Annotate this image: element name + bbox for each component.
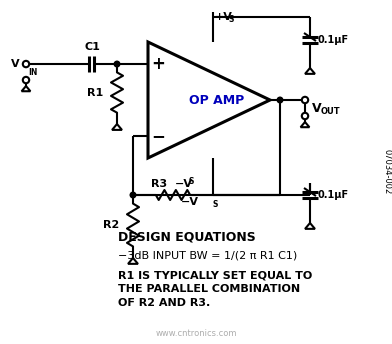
Text: DESIGN EQUATIONS: DESIGN EQUATIONS: [118, 230, 256, 243]
Text: −3dB INPUT BW = 1/(2 π R1 C1): −3dB INPUT BW = 1/(2 π R1 C1): [118, 250, 297, 260]
Text: R3: R3: [151, 179, 167, 189]
Text: C1: C1: [84, 42, 100, 52]
Text: +V: +V: [215, 12, 233, 22]
Text: 0.1μF: 0.1μF: [318, 190, 349, 200]
Text: V: V: [312, 101, 321, 115]
Text: +: +: [151, 55, 165, 73]
Circle shape: [130, 192, 136, 198]
Circle shape: [302, 113, 308, 119]
Text: OUT: OUT: [321, 107, 341, 117]
Circle shape: [277, 97, 283, 103]
Text: S: S: [213, 200, 218, 209]
Text: R2: R2: [103, 220, 119, 230]
Text: R1 IS TYPICALLY SET EQUAL TO
THE PARALLEL COMBINATION
OF R2 AND R3.: R1 IS TYPICALLY SET EQUAL TO THE PARALLE…: [118, 270, 312, 308]
Text: S: S: [229, 15, 234, 24]
Circle shape: [114, 61, 120, 67]
Text: 07034-002: 07034-002: [383, 149, 392, 195]
Text: www.cntronics.com: www.cntronics.com: [155, 329, 237, 338]
Text: IN: IN: [28, 68, 37, 77]
Text: 0.1μF: 0.1μF: [318, 35, 349, 45]
Text: V: V: [11, 59, 20, 69]
Text: −V: −V: [181, 197, 199, 207]
Circle shape: [23, 61, 29, 67]
Text: OP AMP: OP AMP: [189, 94, 245, 107]
Circle shape: [302, 97, 308, 103]
Circle shape: [23, 77, 29, 83]
Text: S: S: [189, 177, 194, 186]
Text: R1: R1: [87, 87, 103, 98]
Text: −V: −V: [175, 179, 193, 189]
Text: −: −: [151, 127, 165, 145]
